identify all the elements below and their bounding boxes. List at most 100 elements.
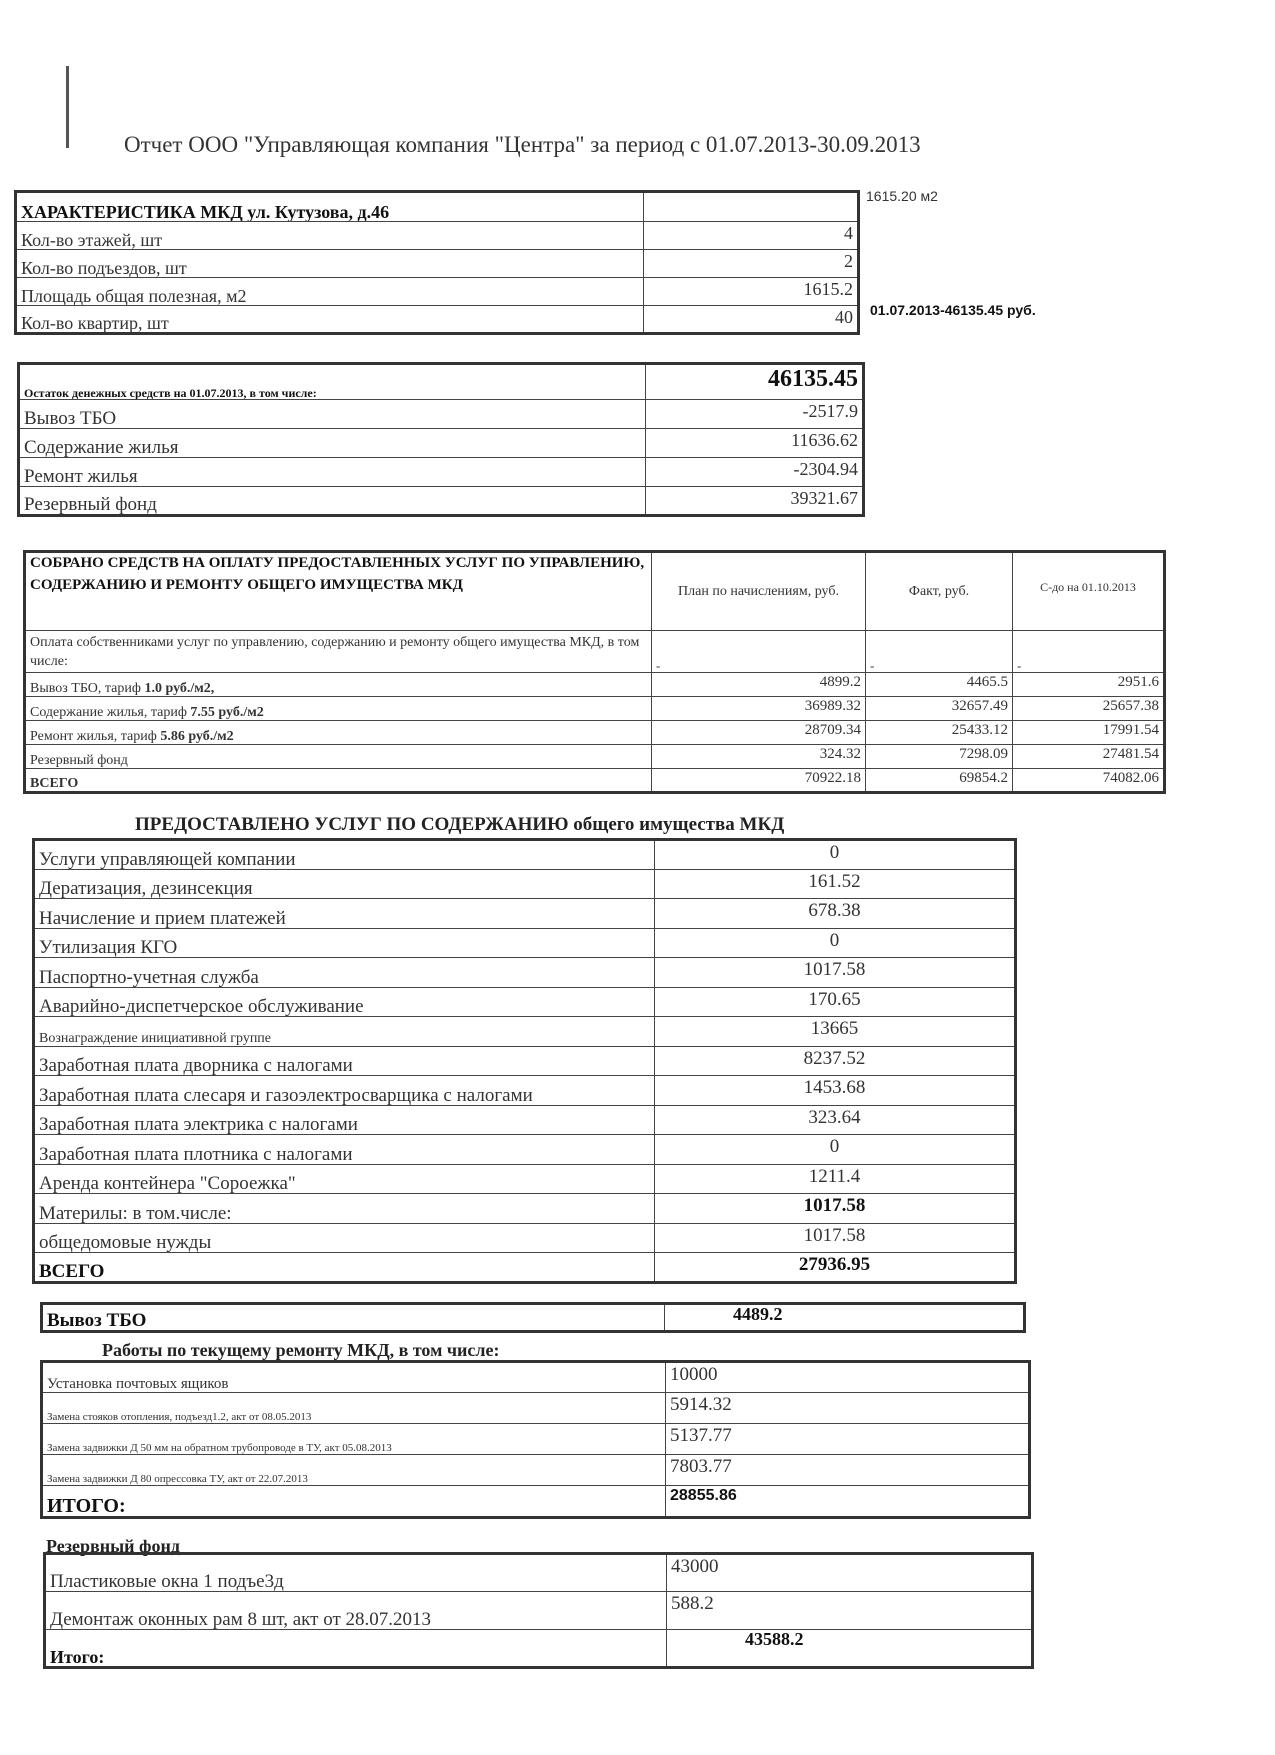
row-value: 2951.6	[1012, 672, 1165, 697]
table-row: Вывоз ТБО, тариф 1.0 руб./м2, 4899.2 4465.…	[24, 672, 1165, 697]
table-row: Резервный фонд 39321.67	[18, 486, 864, 516]
characteristics-header: ХАРАКТЕРИСТИКА МКД ул. Кутузова, д.46	[15, 191, 644, 222]
table-row: ИТОГО: 28855.86	[41, 1485, 1030, 1518]
row-value: 0	[654, 839, 1016, 870]
row-label: Утилизация КГО	[33, 927, 655, 958]
table-row: Заработная плата слесаря и газоэлектросв…	[33, 1075, 1016, 1106]
row-label: Кол-во подъездов, шт	[15, 249, 644, 278]
row-value: 10000	[665, 1361, 1030, 1393]
waste-label: Вывоз ТБО	[41, 1303, 665, 1332]
label-text: Вывоз ТБО, тариф	[30, 681, 145, 696]
row-value: 2	[643, 249, 859, 278]
row-label: Дератизация, дезинсекция	[33, 868, 655, 899]
reserve-table: Пластиковые окна 1 подъе3д 43000 Демонтаж …	[43, 1552, 1034, 1669]
table-row: Заработная плата электрика с налогами 323…	[33, 1104, 1016, 1135]
characteristics-table: ХАРАКТЕРИСТИКА МКД ул. Кутузова, д.46 Ко…	[14, 190, 860, 335]
table-row: Остаток денежных средств на 01.07.2013, …	[18, 363, 864, 400]
row-value: 323.64	[654, 1104, 1016, 1135]
balance-total: 46135.45	[645, 363, 864, 400]
table-row: Начисление и прием платежей 678.38	[33, 898, 1016, 929]
table-row: Заработная плата дворника с налогами 8237…	[33, 1045, 1016, 1076]
table-row: ВСЕГО 27936.95	[33, 1252, 1016, 1283]
intro-label: Оплата собственниками услуг по управлени…	[24, 630, 652, 673]
tariff-text: 7.55 руб./м2	[190, 705, 264, 720]
row-value: 588.2	[666, 1591, 1033, 1630]
row-label: Резервный фонд	[18, 486, 646, 516]
table-row: Вывоз ТБО 4489.2	[41, 1303, 1025, 1332]
row-label: Кол-во этажей, шт	[15, 221, 644, 250]
row-label: ВСЕГО	[33, 1252, 655, 1283]
row-label: Аренда контейнера "Сороежка"	[33, 1163, 655, 1194]
row-value: 1017.58	[654, 957, 1016, 988]
row-label: Заработная плата электрика с налогами	[33, 1104, 655, 1135]
table-row: Заработная плата плотника с налогами 0	[33, 1134, 1016, 1165]
table-row: Замена задвижки Д 50 мм на обратном труб…	[41, 1423, 1030, 1455]
row-label: Замена задвижки Д 80 опрессовка ТУ, акт …	[41, 1454, 666, 1486]
row-label: Материлы: в том.числе:	[33, 1193, 655, 1224]
services-heading: ПРЕДОСТАВЛЕНО УСЛУГ ПО СОДЕРЖАНИЮ общего…	[135, 814, 785, 835]
row-label: Демонтаж оконных рам 8 шт, акт от 28.07.…	[44, 1591, 667, 1630]
tariff-text: 1.0 руб./м2,	[144, 681, 215, 696]
row-label: Вознаграждение инициативной группе	[33, 1016, 655, 1047]
reserve-total-label: Итого:	[44, 1629, 667, 1668]
cell: -	[1012, 630, 1165, 673]
table-row: Утилизация КГО 0	[33, 927, 1016, 958]
table-row: Кол-во этажей, шт 4	[15, 221, 859, 250]
row-value: 7803.77	[665, 1454, 1030, 1486]
row-value: 32657.49	[865, 696, 1013, 721]
row-value: 8237.52	[654, 1045, 1016, 1076]
row-value: 40	[643, 305, 859, 334]
table-row: Материлы: в том.числе: 1017.58	[33, 1193, 1016, 1224]
table-row: Замена задвижки Д 80 опрессовка ТУ, акт …	[41, 1454, 1030, 1486]
waste-table: Вывоз ТБО 4489.2	[40, 1302, 1026, 1333]
label-text: Резервный фонд	[30, 753, 128, 768]
table-row: Кол-во подъездов, шт 2	[15, 249, 859, 278]
row-label: ВСЕГО	[24, 768, 652, 793]
area-note: 1615.20 м2	[866, 188, 938, 204]
row-label: Вывоз ТБО	[18, 399, 646, 429]
row-label: Начисление и прием платежей	[33, 898, 655, 929]
table-row: Аренда контейнера "Сороежка" 1211.4	[33, 1163, 1016, 1194]
column-plan: План по начислениям, руб.	[651, 551, 866, 631]
row-value: 70922.18	[651, 768, 866, 793]
row-value: 5914.32	[665, 1392, 1030, 1424]
row-value: 1615.2	[643, 277, 859, 306]
row-value: 27481.54	[1012, 744, 1165, 769]
row-value: 1453.68	[654, 1075, 1016, 1106]
row-value: 28709.34	[651, 720, 866, 745]
balance-table: Остаток денежных средств на 01.07.2013, …	[17, 362, 865, 517]
row-value: 4	[643, 221, 859, 250]
row-label: Заработная плата плотника с налогами	[33, 1134, 655, 1165]
table-row: Пластиковые окна 1 подъе3д 43000	[44, 1553, 1033, 1592]
table-row: Резервный фонд 324.32 7298.09 27481.54	[24, 744, 1165, 769]
row-label: Аварийно-диспетчерское обслуживание	[33, 986, 655, 1017]
table-row: Кол-во квартир, шт 40	[15, 305, 859, 334]
tariff-text: 5.86 руб./м2	[160, 729, 234, 744]
row-value: 324.32	[651, 744, 866, 769]
table-row: Содержание жилья, тариф 7.55 руб./м2 3698…	[24, 696, 1165, 721]
row-value: 0	[654, 927, 1016, 958]
row-value: 1211.4	[654, 1163, 1016, 1194]
table-row: Итого: 43588.2	[44, 1629, 1033, 1668]
row-label: Заработная плата дворника с налогами	[33, 1045, 655, 1076]
row-value: -2304.94	[645, 457, 864, 487]
reserve-heading: Резервный фонд	[46, 1536, 180, 1556]
table-row: Вознаграждение инициативной группе 13665	[33, 1016, 1016, 1047]
row-label: Замена задвижки Д 50 мм на обратном труб…	[41, 1423, 666, 1455]
row-label: Установка почтовых ящиков	[41, 1361, 666, 1393]
label-text: ВСЕГО	[30, 776, 79, 791]
row-value: 161.52	[654, 868, 1016, 899]
balance-header: Остаток денежных средств на 01.07.2013, …	[18, 363, 646, 400]
cell: -	[865, 630, 1013, 673]
row-label: Пластиковые окна 1 подъе3д	[44, 1553, 667, 1592]
row-value: 5137.77	[665, 1423, 1030, 1455]
waste-value: 4489.2	[664, 1303, 1025, 1332]
table-row: Содержание жилья 11636.62	[18, 428, 864, 458]
table-row: ХАРАКТЕРИСТИКА МКД ул. Кутузова, д.46	[15, 191, 859, 222]
table-row: Услуги управляющей компании 0	[33, 839, 1016, 870]
repairs-table: Установка почтовых ящиков 10000 Замена сто…	[40, 1360, 1031, 1519]
row-label: Содержание жилья, тариф 7.55 руб./м2	[24, 696, 652, 721]
table-row: Вывоз ТБО -2517.9	[18, 399, 864, 429]
repairs-total-value: 28855.86	[665, 1485, 1030, 1518]
balance-note: 01.07.2013-46135.45 руб.	[870, 302, 1036, 318]
